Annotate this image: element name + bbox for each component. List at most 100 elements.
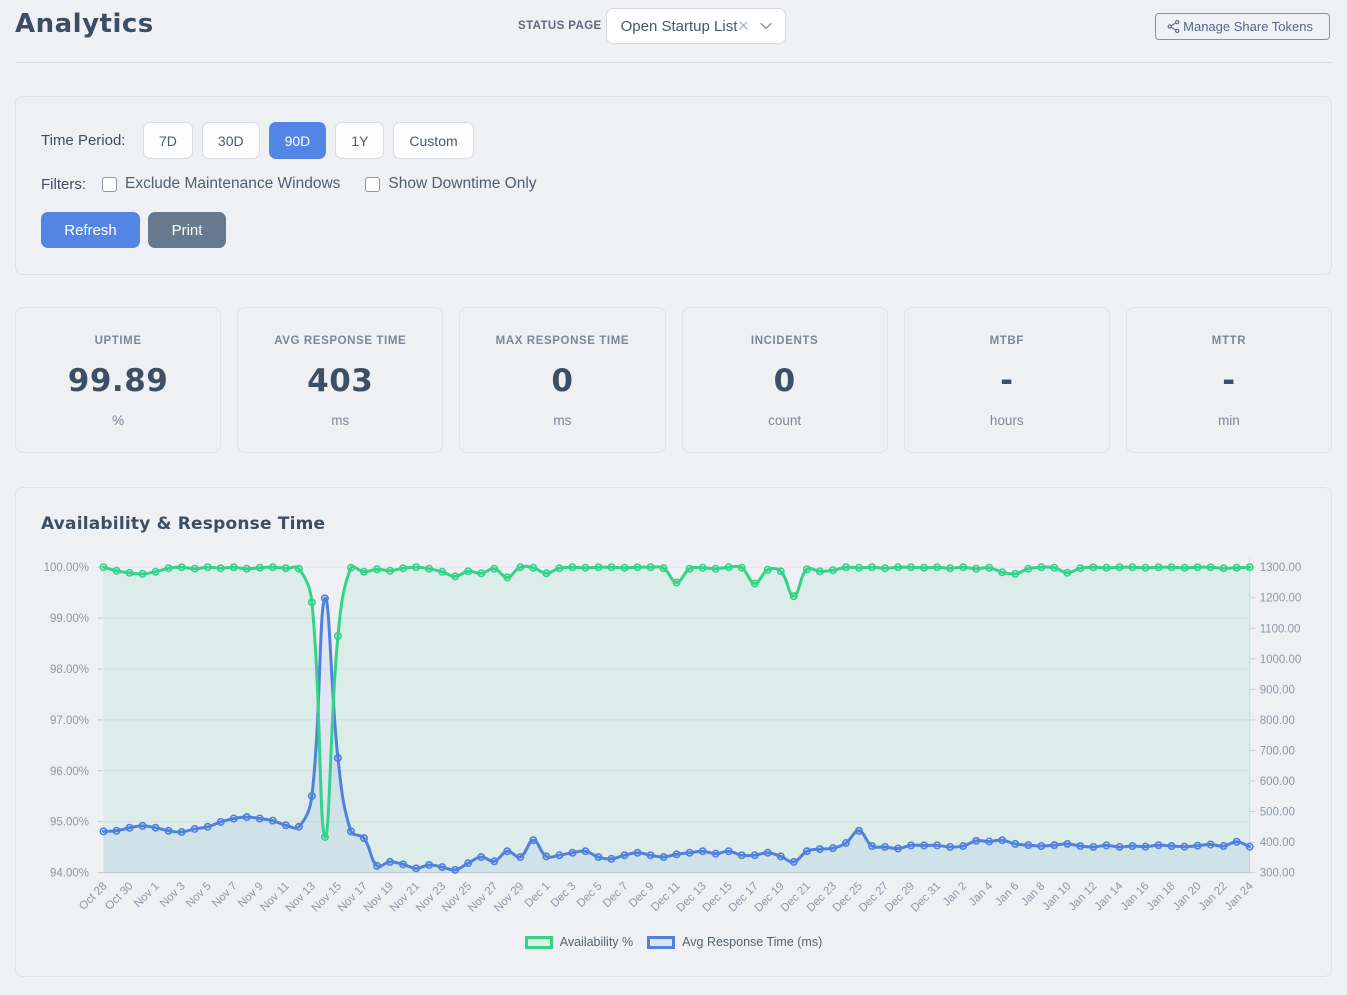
- svg-text:Jan 10: Jan 10: [1041, 880, 1074, 913]
- svg-text:Nov 29: Nov 29: [492, 880, 526, 914]
- stat-card-mtbf: MTBF - hours: [903, 307, 1110, 453]
- stat-label: MTTR: [1211, 335, 1247, 347]
- legend-item-1[interactable]: Avg Response Time (ms): [647, 935, 822, 949]
- filter-panel: Time Period: 7D 30D 90D 1Y Custom Filters: E…: [15, 96, 1332, 275]
- time-period-button-90d[interactable]: 90D: [268, 122, 327, 159]
- stat-unit: %: [112, 413, 125, 428]
- stat-card-uptime: UPTIME 99.89%: [15, 307, 222, 453]
- chart-legend: Availability % Avg Response Time (ms): [16, 935, 1331, 949]
- time-period-button-7d[interactable]: 7D: [143, 122, 193, 159]
- svg-text:Dec 31: Dec 31: [909, 880, 943, 914]
- chevron-down-icon: [760, 22, 773, 30]
- svg-text:Dec 3: Dec 3: [549, 880, 579, 910]
- print-button[interactable]: Print: [148, 212, 226, 248]
- svg-text:900.00: 900.00: [1260, 684, 1295, 696]
- stat-value: -: [1000, 363, 1014, 399]
- stats-row: UPTIME 99.89% AVG RESPONSE TIME 403 ms MAX RE…: [15, 307, 1333, 453]
- time-period-button-custom[interactable]: Custom: [393, 122, 474, 159]
- stat-value: 99.89: [67, 363, 169, 399]
- time-period-button-1y[interactable]: 1Y: [335, 122, 385, 159]
- svg-text:800.00: 800.00: [1260, 715, 1295, 727]
- svg-text:99.00%: 99.00%: [50, 613, 89, 625]
- svg-text:Nov 5: Nov 5: [184, 880, 214, 910]
- checkbox-label-0: Exclude Maintenance Windows: [125, 175, 341, 192]
- time-period-label: Time Period:: [41, 132, 126, 149]
- svg-text:Jan 22: Jan 22: [1197, 880, 1230, 913]
- svg-text:400.00: 400.00: [1260, 837, 1295, 849]
- status-page-select[interactable]: Open Startup List: [605, 8, 786, 44]
- stat-label: UPTIME: [94, 335, 142, 347]
- svg-text:Jan 20: Jan 20: [1171, 880, 1204, 913]
- stat-card-incidents: INCIDENTS 0 count: [681, 307, 888, 453]
- stat-label: AVG RESPONSE TIME: [274, 335, 407, 347]
- stat-unit: ms: [553, 413, 572, 428]
- stat-unit: ms: [331, 413, 350, 428]
- legend-label-0: Availability %: [559, 935, 634, 949]
- svg-text:600.00: 600.00: [1260, 776, 1295, 788]
- svg-text:Jan 2: Jan 2: [941, 880, 969, 908]
- svg-text:1000.00: 1000.00: [1260, 654, 1302, 666]
- manage-share-tokens-label: Manage Share Tokens: [1183, 19, 1313, 34]
- stat-unit: min: [1218, 413, 1240, 428]
- time-period-row: Time Period: 7D 30D 90D 1Y Custom: [41, 122, 1306, 159]
- refresh-button[interactable]: Refresh: [41, 212, 140, 248]
- svg-text:98.00%: 98.00%: [50, 664, 89, 676]
- header: Analytics STATUS PAGE Open Startup List …: [15, 0, 1332, 63]
- svg-text:Jan 16: Jan 16: [1119, 880, 1152, 913]
- stat-value: -: [1222, 363, 1236, 399]
- svg-text:Jan 12: Jan 12: [1067, 880, 1100, 913]
- stat-unit: hours: [989, 413, 1024, 428]
- actions-row: Refresh Print: [41, 212, 1306, 248]
- filters-label: Filters:: [41, 175, 86, 193]
- svg-text:1300.00: 1300.00: [1260, 562, 1302, 574]
- share-icon: [1167, 19, 1180, 34]
- svg-text:Nov 7: Nov 7: [210, 880, 240, 910]
- stat-label: MTBF: [989, 335, 1024, 347]
- stat-card-max-response-time: MAX RESPONSE TIME 0 ms: [459, 307, 666, 453]
- svg-text:1100.00: 1100.00: [1260, 623, 1301, 635]
- svg-text:Jan 6: Jan 6: [993, 880, 1021, 908]
- svg-text:95.00%: 95.00%: [50, 817, 89, 829]
- svg-text:96.00%: 96.00%: [50, 766, 89, 778]
- svg-text:300.00: 300.00: [1260, 868, 1295, 880]
- legend-item-0[interactable]: Availability %: [524, 935, 634, 949]
- svg-text:Oct 30: Oct 30: [103, 880, 135, 912]
- checkbox-label-1: Show Downtime Only: [388, 175, 537, 192]
- legend-label-1: Avg Response Time (ms): [682, 935, 823, 949]
- stat-label: INCIDENTS: [750, 335, 819, 347]
- stat-card-mttr: MTTR - min: [1125, 307, 1333, 453]
- clear-selection-icon[interactable]: [737, 19, 751, 33]
- svg-text:700.00: 700.00: [1260, 745, 1295, 757]
- legend-swatch-0: [524, 935, 553, 949]
- svg-text:Jan 24: Jan 24: [1223, 880, 1256, 913]
- stat-value: 0: [773, 363, 796, 399]
- svg-text:100.00%: 100.00%: [44, 562, 89, 574]
- stat-card-avg-response-time: AVG RESPONSE TIME 403 ms: [237, 307, 444, 453]
- manage-share-tokens-button[interactable]: Manage Share Tokens: [1155, 13, 1330, 40]
- checkbox-1[interactable]: [365, 176, 381, 192]
- svg-text:Nov 3: Nov 3: [158, 880, 188, 910]
- stat-unit: count: [768, 413, 802, 428]
- svg-text:94.00%: 94.00%: [50, 868, 89, 880]
- status-page-label: STATUS PAGE: [518, 20, 602, 32]
- svg-text:Oct 28: Oct 28: [77, 880, 109, 912]
- svg-text:Nov 1: Nov 1: [132, 880, 162, 910]
- filter-checkbox-group: Exclude Maintenance Windows Show Downtime…: [102, 175, 562, 193]
- time-period-button-group: 7D 30D 90D 1Y Custom: [143, 122, 483, 159]
- status-page-selected-value: Open Startup List: [620, 17, 738, 35]
- time-period-button-30d[interactable]: 30D: [201, 122, 260, 159]
- status-page-group: STATUS PAGE Open Startup List: [518, 8, 786, 44]
- stat-value: 403: [307, 363, 374, 399]
- stat-label: MAX RESPONSE TIME: [495, 335, 630, 347]
- page-title: Analytics: [15, 9, 154, 39]
- svg-text:97.00%: 97.00%: [50, 715, 89, 727]
- filters-row: Filters: Exclude Maintenance Windows Show…: [41, 175, 1306, 193]
- availability-response-chart: 94.00% 95.00% 96.00% 97.00% 98.00% 99.00% 100.…: [44, 557, 1302, 914]
- legend-swatch-1: [647, 935, 676, 949]
- svg-text:1200.00: 1200.00: [1260, 593, 1302, 605]
- checkbox-0[interactable]: [102, 176, 117, 192]
- svg-text:Jan 4: Jan 4: [967, 880, 996, 909]
- chart-card: Availability & Response Time 94.00% 95.00…: [15, 487, 1332, 977]
- chart-title: Availability & Response Time: [41, 514, 326, 534]
